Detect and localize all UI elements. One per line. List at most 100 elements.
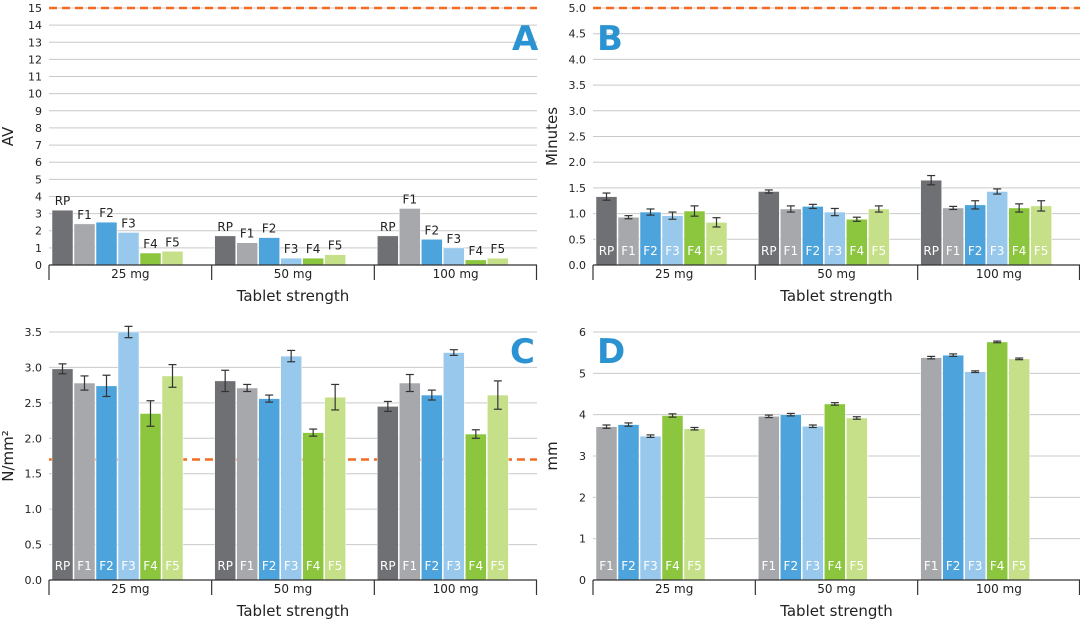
bar-label: F3 [284,559,299,573]
bar-label: F2 [425,559,440,573]
bar-f4-25mg [661,415,684,581]
bar-f1-100mg [920,357,942,581]
bar-label: F2 [968,244,983,258]
y-tick-label: 0 [35,259,42,272]
y-tick-label: 1.5 [569,182,587,195]
bar-rp-25mg [51,209,74,266]
y-tick-label: 1 [579,533,586,546]
panel-c: 0.0 0.5 1.0 1.5 2.0 2.5 3.0 3.5 RP RP RP F1 F1 F1 F2 F2… [0,325,538,620]
bar-label: F5 [872,244,887,258]
y-tick-label: 2.5 [569,131,587,144]
bar-f3-50mg [280,355,302,581]
y-tick-label: 2 [35,225,42,238]
bar-label: F5 [1012,559,1027,573]
bar-f2-100mg [421,394,443,581]
bar-label: F2 [946,559,961,573]
bar-label: F1 [77,208,92,222]
bar-label: F3 [447,232,462,246]
bar-label: RP [599,244,615,258]
y-tick-label: 10 [28,88,42,101]
bar-label: F1 [762,559,777,573]
bar-label: F2 [99,206,114,220]
bar-label: F1 [599,559,614,573]
bar-f2-100mg [421,239,443,266]
bar-f3-100mg [964,371,986,581]
bar-f2-25mg [95,221,118,266]
bar-label: F5 [850,559,865,573]
bar-label: F1 [403,559,418,573]
bar-label: F5 [328,239,343,253]
y-tick-label: 1.0 [569,208,587,221]
bar-f1-50mg [236,242,258,266]
y-tick-label: 3.5 [569,79,587,92]
bar-f2-25mg [617,424,640,581]
bar-label: F5 [687,559,702,573]
bar-f5-50mg [324,254,346,266]
bar-label: F2 [262,222,277,236]
bar-label: RP [923,244,939,258]
bar-label: F4 [850,244,865,258]
y-tick-label: 6 [35,156,42,169]
y-tick-label: 4 [35,190,42,203]
y-tick-label: 7 [35,139,42,152]
bar-f1-25mg [73,223,96,266]
bar-f3-50mg [280,257,302,266]
bar-label: F1 [621,244,636,258]
bar-label: F4 [828,559,843,573]
bar-label: F5 [491,559,506,573]
y-tick-label: 4.0 [569,53,587,66]
bar-label: RP [217,220,233,234]
bar-label: F4 [990,559,1005,573]
bar-label: F3 [665,244,680,258]
bar-label: F2 [425,223,440,237]
y-tick-label: 3 [579,450,586,463]
y-tick-label: 1.0 [25,503,43,516]
bar-f4-100mg [986,341,1008,581]
bar-label: F3 [121,559,136,573]
y-tick-label: 9 [35,105,42,118]
x-category-label: 50 mg [274,582,312,596]
bar-rp-25mg [51,368,74,581]
bar-label: F3 [806,559,821,573]
bar-f4-50mg [302,432,324,581]
panel-letter: B [597,19,623,59]
y-tick-label: 0.5 [569,233,587,246]
bar-f4-100mg [465,259,487,266]
bar-label: F4 [687,244,702,258]
y-tick-label: 0 [579,574,586,587]
panel-letter: C [510,332,535,372]
bar-label: F1 [77,559,92,573]
x-category-label: 100 mg [976,582,1022,596]
y-tick-label: 2.5 [25,397,43,410]
bar-label: F4 [665,559,680,573]
bar-label: F3 [121,216,136,230]
bar-f1-100mg [399,382,421,581]
y-tick-label: 12 [28,53,42,66]
y-tick-label: 2 [579,491,586,504]
bar-label: RP [380,220,396,234]
bar-label: F5 [165,235,180,249]
bar-label: RP [761,244,777,258]
bar-label: RP [55,559,71,573]
x-axis-title: Tablet strength [779,602,893,620]
x-category-label: 25 mg [111,582,149,596]
bar-label: F4 [143,559,158,573]
x-category-label: 25 mg [111,267,149,281]
panel-b: 0.0 0.5 1.0 1.5 2.0 2.5 3.0 3.5 4.0 4.5 5.0 RP RP RP F… [543,2,1080,305]
bar-label: F3 [828,244,843,258]
y-tick-label: 0.0 [25,574,43,587]
bar-f1-25mg [73,382,96,581]
bar-f3-50mg [802,425,824,581]
bar-label: F3 [284,242,299,256]
x-axis-title: Tablet strength [236,602,350,620]
y-tick-label: 8 [35,122,42,135]
bar-f4-25mg [139,252,162,266]
y-tick-label: 13 [28,36,42,49]
bar-f2-25mg [95,385,118,581]
y-axis-title: Minutes [543,107,561,166]
bar-f4-50mg [302,257,324,266]
y-tick-label: 2.0 [25,432,43,445]
bar-label: F3 [643,559,658,573]
